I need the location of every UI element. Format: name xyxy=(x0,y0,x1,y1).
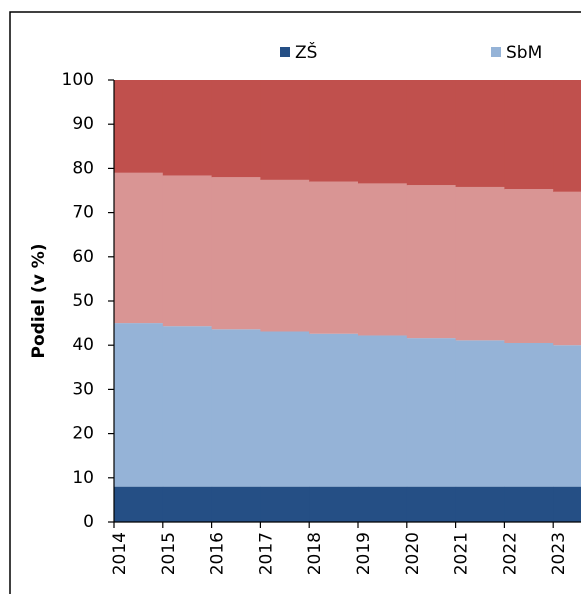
area-segment xyxy=(406,80,457,186)
area-segment xyxy=(406,338,457,487)
legend-label: ZŠ xyxy=(295,41,317,63)
area-segment xyxy=(553,191,581,346)
area-segment xyxy=(260,80,310,180)
area-segment xyxy=(162,80,213,176)
y-tick-label: 10 xyxy=(72,468,94,488)
y-tick-label: 20 xyxy=(72,424,94,444)
y-tick-label: 80 xyxy=(72,158,94,178)
area-segment xyxy=(114,323,164,487)
area-segment xyxy=(260,486,310,522)
x-tick-label: 2023 xyxy=(549,532,569,575)
area-segment xyxy=(162,326,213,487)
area-segment xyxy=(260,179,310,332)
area-segment xyxy=(455,486,505,522)
x-tick-label: 2019 xyxy=(354,532,374,575)
y-tick-label: 60 xyxy=(72,247,94,267)
area-segment xyxy=(309,80,359,182)
area-segment xyxy=(309,333,359,487)
y-tick-label: 40 xyxy=(72,335,94,355)
x-tick-label: 2020 xyxy=(403,532,423,575)
y-tick-label: 70 xyxy=(72,203,94,223)
area-segment xyxy=(455,186,505,341)
area-segment xyxy=(455,340,505,487)
legend-swatch xyxy=(491,47,501,57)
y-tick-label: 0 xyxy=(83,512,94,532)
area-segment xyxy=(358,80,408,184)
area-segment xyxy=(455,80,505,187)
x-tick-label: 2021 xyxy=(452,532,472,575)
area-segment xyxy=(211,329,261,487)
legend-label: SbM xyxy=(506,43,542,63)
y-tick-label: 90 xyxy=(72,114,94,134)
y-tick-label: 30 xyxy=(72,379,94,399)
x-tick-label: 2022 xyxy=(500,532,520,575)
x-tick-label: 2017 xyxy=(256,532,276,575)
area-segment xyxy=(260,331,310,487)
area-segment xyxy=(309,486,359,522)
area-segment xyxy=(162,486,213,522)
area-segment xyxy=(358,486,408,522)
area-segment xyxy=(162,175,213,327)
area-segment xyxy=(114,486,164,522)
area-segment xyxy=(504,189,554,343)
x-tick-label: 2015 xyxy=(159,532,179,575)
area-segment xyxy=(553,345,581,487)
area-segment xyxy=(406,185,457,339)
plot-area xyxy=(114,80,581,522)
area-segment xyxy=(211,486,261,522)
area-segment xyxy=(114,80,164,173)
x-tick-label: 2014 xyxy=(110,532,130,575)
x-tick-label: 2018 xyxy=(305,532,325,575)
area-segment xyxy=(504,80,554,190)
area-segment xyxy=(309,181,359,334)
area-segment xyxy=(406,486,457,522)
area-segment xyxy=(504,486,554,522)
x-tick-label: 2016 xyxy=(208,532,228,575)
area-segment xyxy=(553,80,581,192)
y-tick-label: 100 xyxy=(62,70,94,90)
area-segment xyxy=(211,177,261,330)
area-segment xyxy=(211,80,261,178)
area-segment xyxy=(358,183,408,336)
area-segment xyxy=(358,335,408,487)
area-segment xyxy=(504,342,554,487)
area-segment xyxy=(114,172,164,324)
y-tick-label: 50 xyxy=(72,291,94,311)
legend-swatch xyxy=(280,47,290,57)
y-axis-label: Podiel (v %) xyxy=(29,244,49,359)
area-segment xyxy=(553,486,581,522)
